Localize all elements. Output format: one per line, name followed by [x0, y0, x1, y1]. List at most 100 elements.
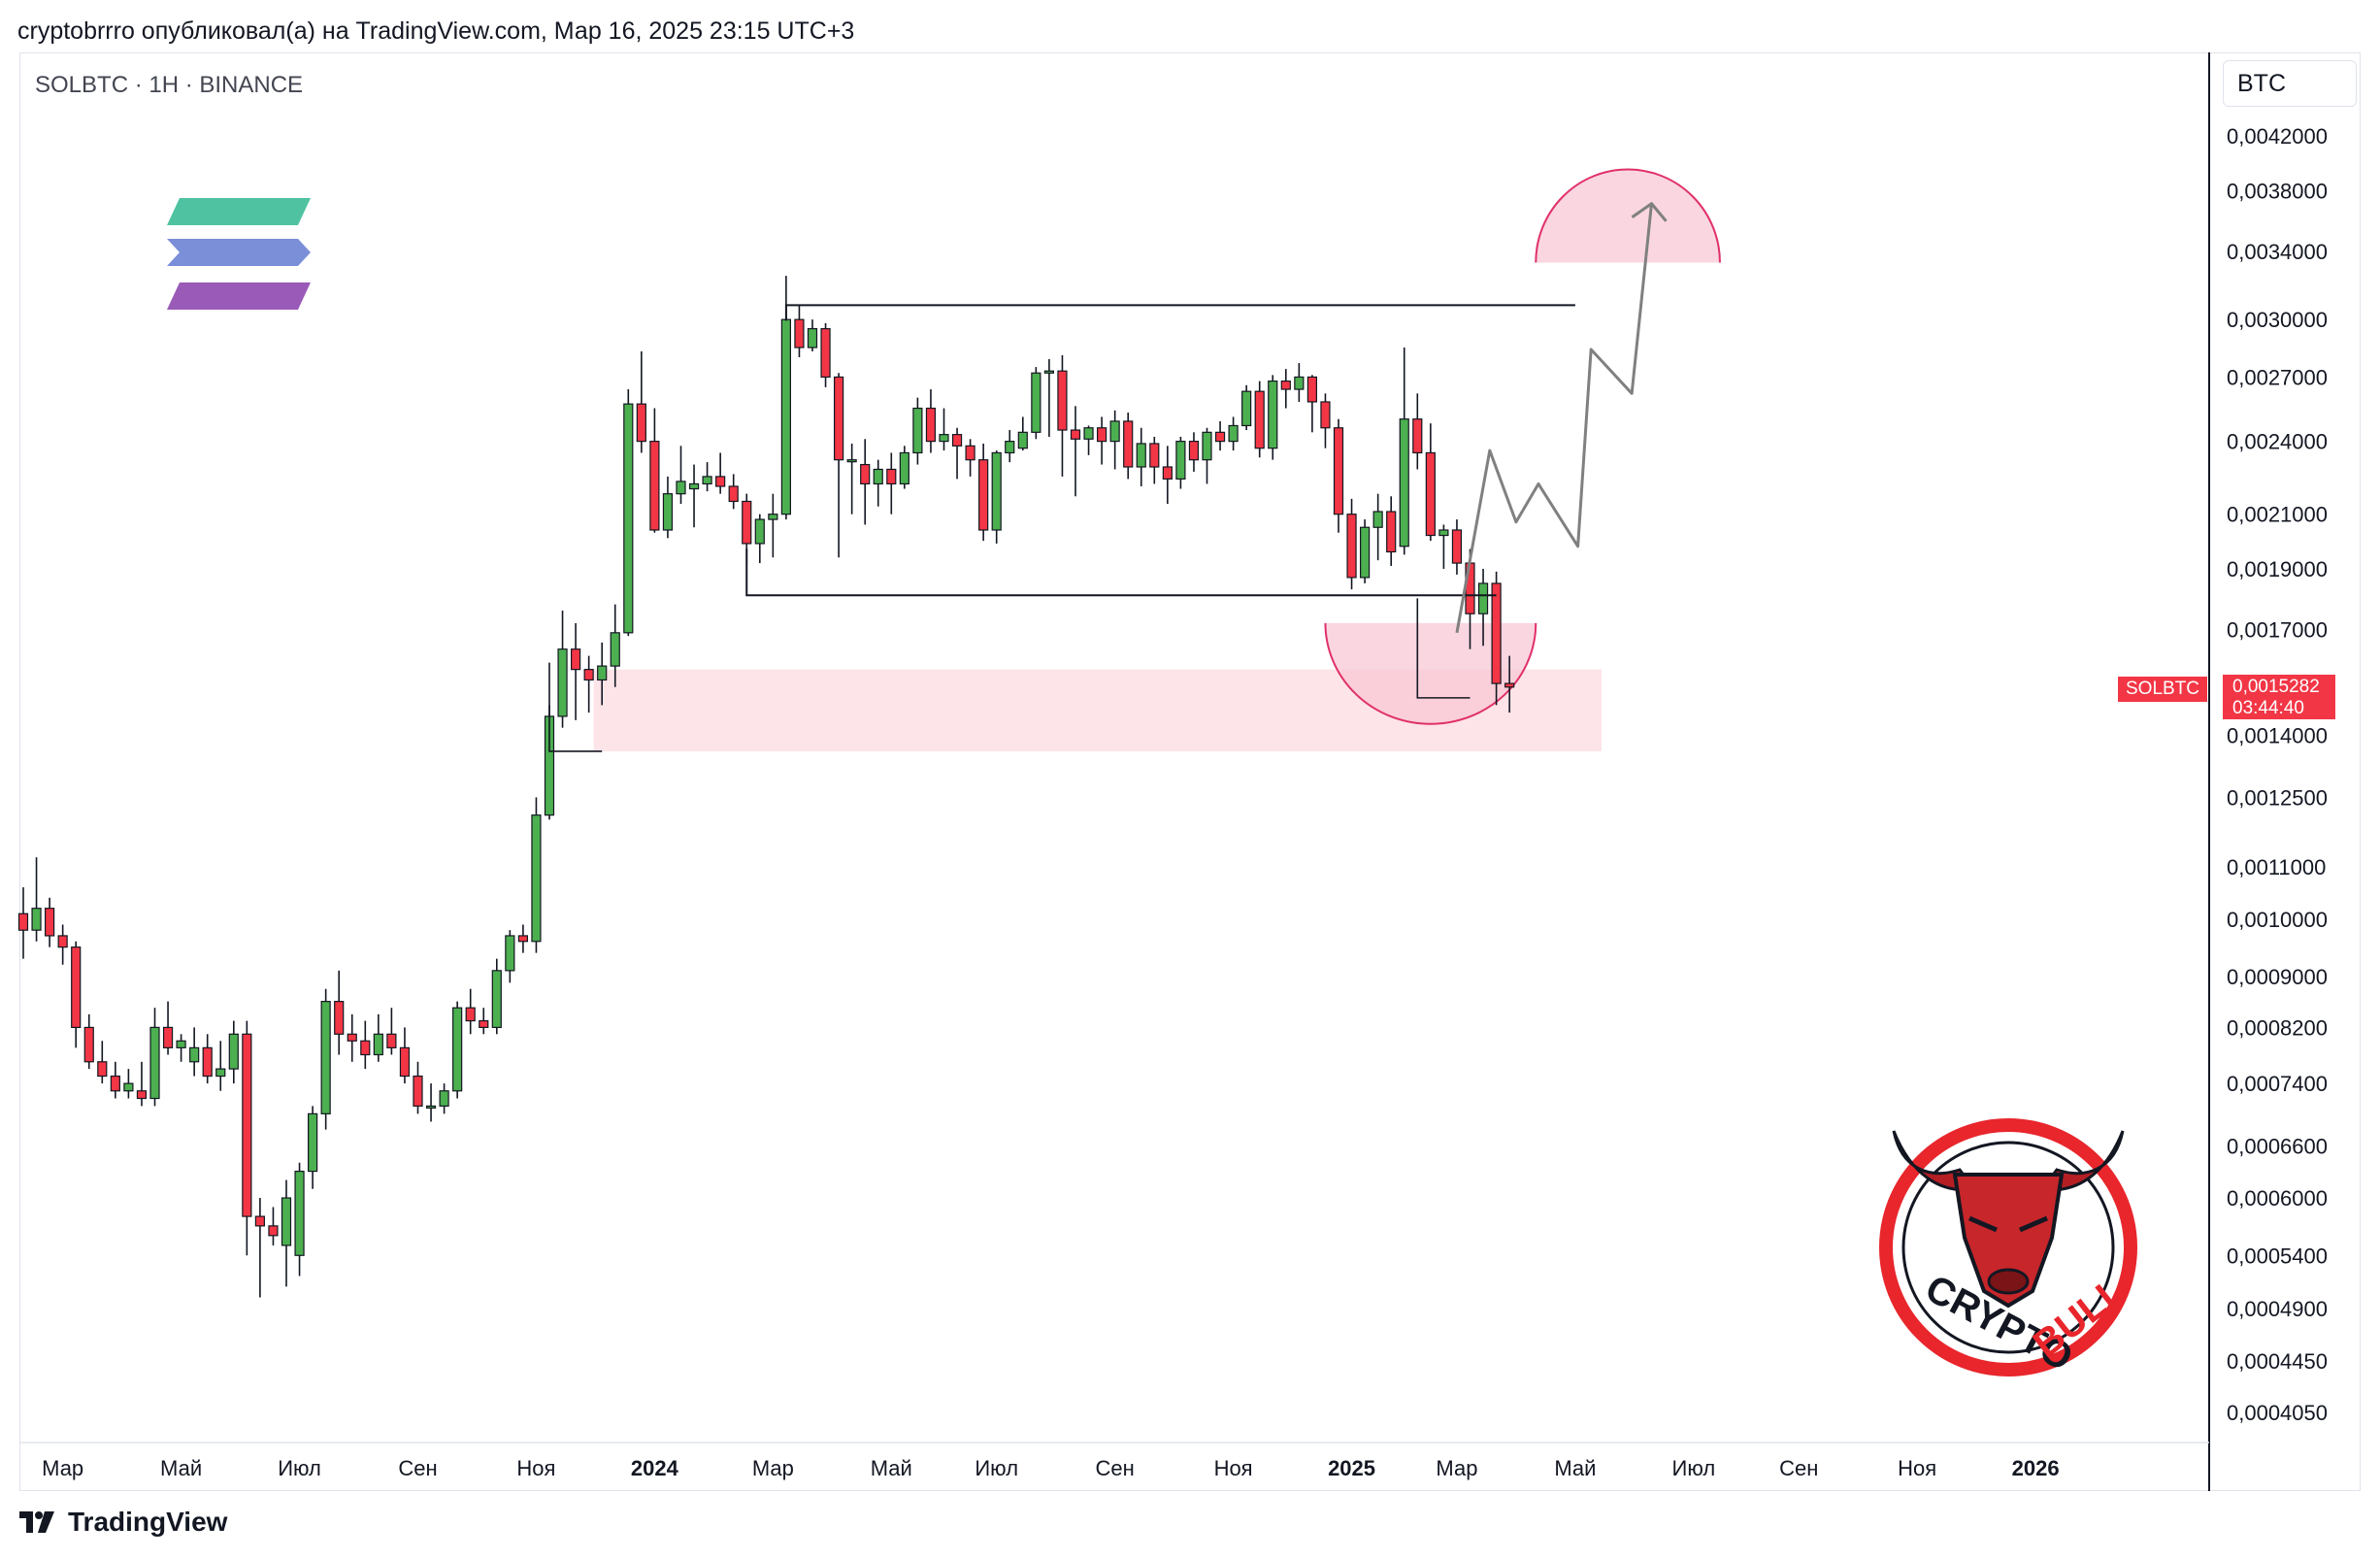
candle-body [1083, 427, 1094, 440]
candle [939, 408, 949, 451]
candle [1070, 406, 1081, 497]
candle-body [31, 908, 42, 931]
candle-body [794, 318, 805, 348]
candle-body [491, 970, 502, 1029]
candle-body [1280, 380, 1291, 390]
time-tick-label: Май [1554, 1456, 1596, 1480]
candle [1320, 393, 1331, 448]
candle-body [860, 463, 871, 485]
solana-bar-middle [167, 239, 311, 266]
candle [728, 474, 739, 510]
candle-body [780, 318, 792, 515]
candle [1438, 524, 1449, 569]
candle-body [254, 1215, 265, 1227]
candle-body [202, 1046, 213, 1078]
candle [1399, 348, 1409, 555]
candle-body [294, 1170, 305, 1256]
candle-body [676, 481, 686, 495]
candle-body [1202, 431, 1212, 461]
candle [360, 1020, 371, 1070]
price-tick-label: 0,0008200 [2227, 1015, 2328, 1040]
left-bracket-line [548, 662, 603, 752]
projection-path [1455, 203, 1653, 634]
target-dome-fill [1536, 169, 1720, 263]
candle [754, 514, 765, 564]
candle-body [1504, 682, 1515, 688]
candle [44, 897, 55, 947]
candle [97, 1041, 108, 1084]
price-tick-label: 0,0011000 [2227, 855, 2326, 879]
price-tick-label: 0,0024000 [2227, 430, 2328, 454]
support-cup-outline [1324, 622, 1537, 725]
price-tick-label: 0,0021000 [2227, 503, 2328, 527]
candle-body [636, 403, 646, 443]
candle-body [373, 1033, 383, 1056]
candle [531, 797, 542, 953]
currency-button[interactable]: BTC [2223, 60, 2357, 107]
candle [676, 446, 686, 505]
candle-body [97, 1061, 108, 1078]
candle [1202, 427, 1212, 484]
candle-body [281, 1197, 292, 1246]
candle-body [1346, 514, 1357, 579]
candle-body [1425, 451, 1436, 537]
price-tick-label: 0,0042000 [2227, 124, 2328, 149]
bull-nose [1987, 1268, 2030, 1295]
tradingview-footer[interactable]: TradingView [17, 1507, 227, 1538]
candle-body [1399, 418, 1409, 547]
candle-body [1438, 529, 1449, 537]
candle-body [465, 1007, 476, 1022]
candle-body [623, 403, 634, 634]
candle-body [1162, 466, 1173, 481]
time-tick-label: Ноя [1214, 1456, 1253, 1480]
candle [649, 408, 660, 533]
candle-body [1241, 390, 1252, 427]
candle-body [899, 451, 909, 485]
price-tick-label: 0,0004900 [2227, 1297, 2328, 1321]
time-tick-label: Мар [752, 1456, 794, 1480]
time-tick-label: Сен [1096, 1456, 1135, 1480]
symbol-info[interactable]: SOLBTC · 1H · BINANCE [35, 72, 304, 98]
projection-arrowhead [1631, 202, 1668, 222]
price-tick-label: 0,0019000 [2227, 557, 2328, 581]
candle [899, 446, 909, 489]
candle-body [439, 1090, 449, 1107]
price-tick-label: 0,0034000 [2227, 240, 2328, 264]
price-tick-label: 0,0006600 [2227, 1134, 2328, 1158]
candle [991, 450, 1002, 544]
candle-body [228, 1033, 239, 1070]
candle-body [176, 1040, 186, 1048]
candle [768, 493, 778, 558]
candle [965, 439, 975, 477]
candle-body [1136, 443, 1146, 468]
candle-body [399, 1046, 411, 1078]
time-tick-label: Мар [42, 1456, 83, 1480]
candle-body [1306, 376, 1318, 403]
candle-body [610, 632, 620, 667]
candle-body [1149, 443, 1160, 468]
candle [1096, 416, 1107, 465]
price-tick-label: 0,0004450 [2227, 1349, 2328, 1374]
candle [1268, 375, 1278, 460]
candle [71, 941, 82, 1048]
candle-body [846, 459, 857, 463]
candle-body [807, 328, 818, 348]
candle-body [1491, 582, 1502, 684]
bull-head [1952, 1173, 2065, 1309]
candle [1083, 425, 1094, 455]
candle-body [1188, 441, 1200, 461]
candle-body [1294, 376, 1305, 390]
target-dome-outline [1535, 168, 1721, 263]
candle-body [1031, 372, 1041, 433]
candle-body [1333, 427, 1344, 515]
candle [505, 930, 515, 983]
candle [254, 1198, 265, 1298]
support-cup-fill [1325, 622, 1537, 724]
candle-body [951, 434, 963, 447]
candle-body [702, 476, 712, 485]
candle [623, 389, 634, 637]
candle [1359, 519, 1371, 583]
candle-body [1359, 526, 1371, 579]
time-tick-label: Ноя [1898, 1456, 1936, 1480]
